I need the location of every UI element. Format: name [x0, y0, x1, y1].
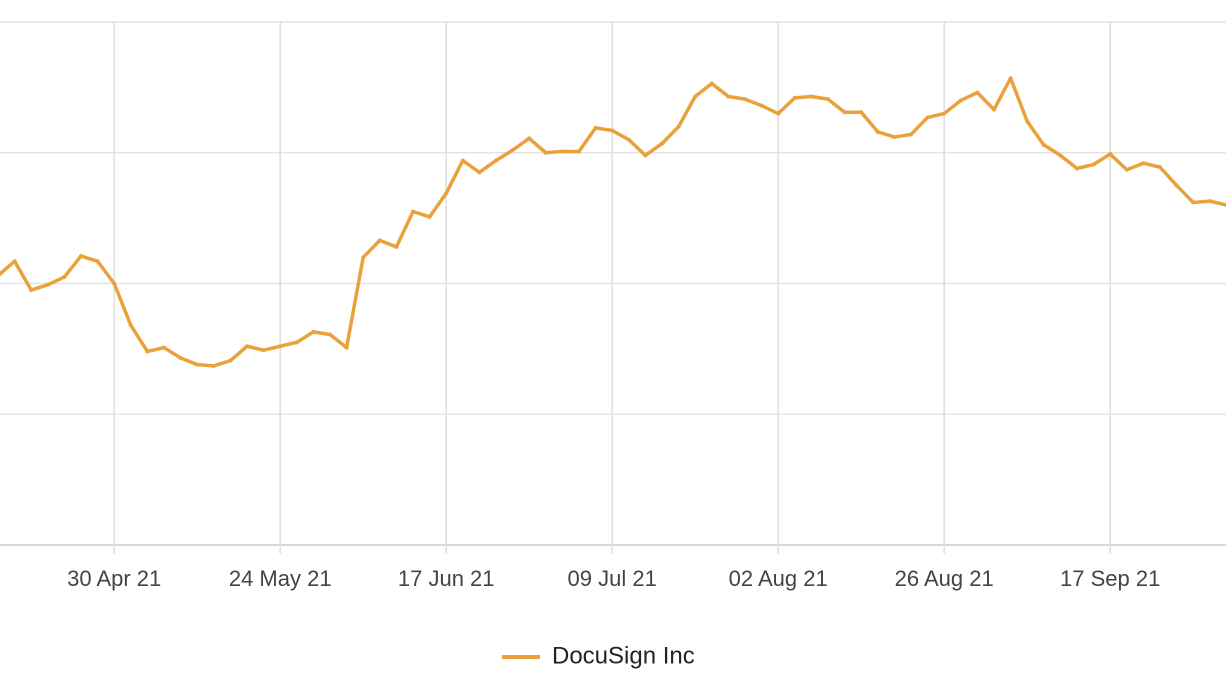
data-point [543, 150, 548, 155]
data-point [211, 363, 216, 368]
data-point [776, 111, 781, 116]
data-point [610, 128, 615, 133]
data-point [676, 124, 681, 129]
data-point [1008, 76, 1013, 81]
data-point [577, 149, 581, 154]
data-point [1207, 199, 1212, 204]
data-point [427, 214, 432, 219]
data-point [1124, 167, 1129, 172]
data-point [626, 137, 631, 142]
data-point [145, 349, 150, 354]
data-point [510, 148, 515, 153]
x-tick-label: 30 Apr 21 [67, 566, 161, 591]
data-point [660, 141, 664, 146]
data-point [95, 259, 100, 264]
data-point [79, 254, 83, 259]
data-point [1158, 165, 1162, 170]
data-point [942, 111, 947, 116]
x-tick-label: 09 Jul 21 [568, 566, 657, 591]
data-point [460, 158, 465, 163]
data-point [527, 136, 532, 141]
data-point [909, 132, 913, 137]
data-point [494, 158, 498, 163]
data-point [45, 282, 50, 287]
data-point [394, 244, 399, 249]
data-point [859, 110, 864, 115]
legend-label: DocuSign Inc [552, 642, 695, 669]
data-point [560, 149, 565, 154]
data-point [892, 135, 897, 140]
data-point [809, 94, 814, 99]
x-tick-label: 26 Aug 21 [895, 566, 994, 591]
x-tick-label: 17 Sep 21 [1060, 566, 1160, 591]
series-line [0, 76, 1226, 368]
data-point [344, 345, 349, 350]
data-point [444, 191, 449, 196]
data-point [992, 107, 996, 112]
data-point [975, 90, 980, 95]
data-point [162, 345, 166, 350]
data-point [311, 329, 316, 334]
data-point [1191, 200, 1196, 205]
data-point [743, 97, 747, 102]
data-point [178, 356, 183, 361]
data-point [726, 94, 731, 99]
data-point [643, 153, 648, 158]
data-point [294, 340, 299, 345]
data-point [128, 323, 133, 328]
data-point [792, 95, 797, 100]
data-point [411, 209, 415, 214]
x-tick-label: 02 Aug 21 [729, 566, 828, 591]
data-point [62, 274, 67, 279]
data-point [195, 362, 200, 367]
data-point [1174, 183, 1179, 188]
data-point [112, 281, 117, 286]
data-point [1141, 161, 1146, 166]
data-point [1108, 152, 1113, 157]
data-point [842, 110, 847, 115]
data-point [1058, 153, 1063, 158]
data-point [593, 125, 598, 130]
data-point [228, 358, 233, 363]
data-point [875, 129, 880, 134]
data-point [278, 344, 283, 349]
x-tick-label: 24 May 21 [229, 566, 332, 591]
data-point [1025, 119, 1030, 124]
data-point [759, 103, 764, 108]
data-point [361, 255, 366, 260]
data-point [377, 238, 382, 243]
data-point [693, 94, 698, 99]
data-point [1075, 166, 1079, 171]
data-point [826, 97, 830, 102]
data-point [29, 288, 34, 293]
data-point [12, 259, 17, 264]
data-point [1091, 162, 1096, 167]
data-point [958, 98, 963, 103]
data-point [477, 170, 482, 175]
data-point [245, 344, 249, 349]
data-point [925, 115, 930, 120]
data-point [709, 81, 714, 86]
data-point [261, 348, 266, 353]
data-point [328, 332, 332, 337]
data-point [1041, 142, 1046, 147]
x-tick-label: 17 Jun 21 [398, 566, 495, 591]
